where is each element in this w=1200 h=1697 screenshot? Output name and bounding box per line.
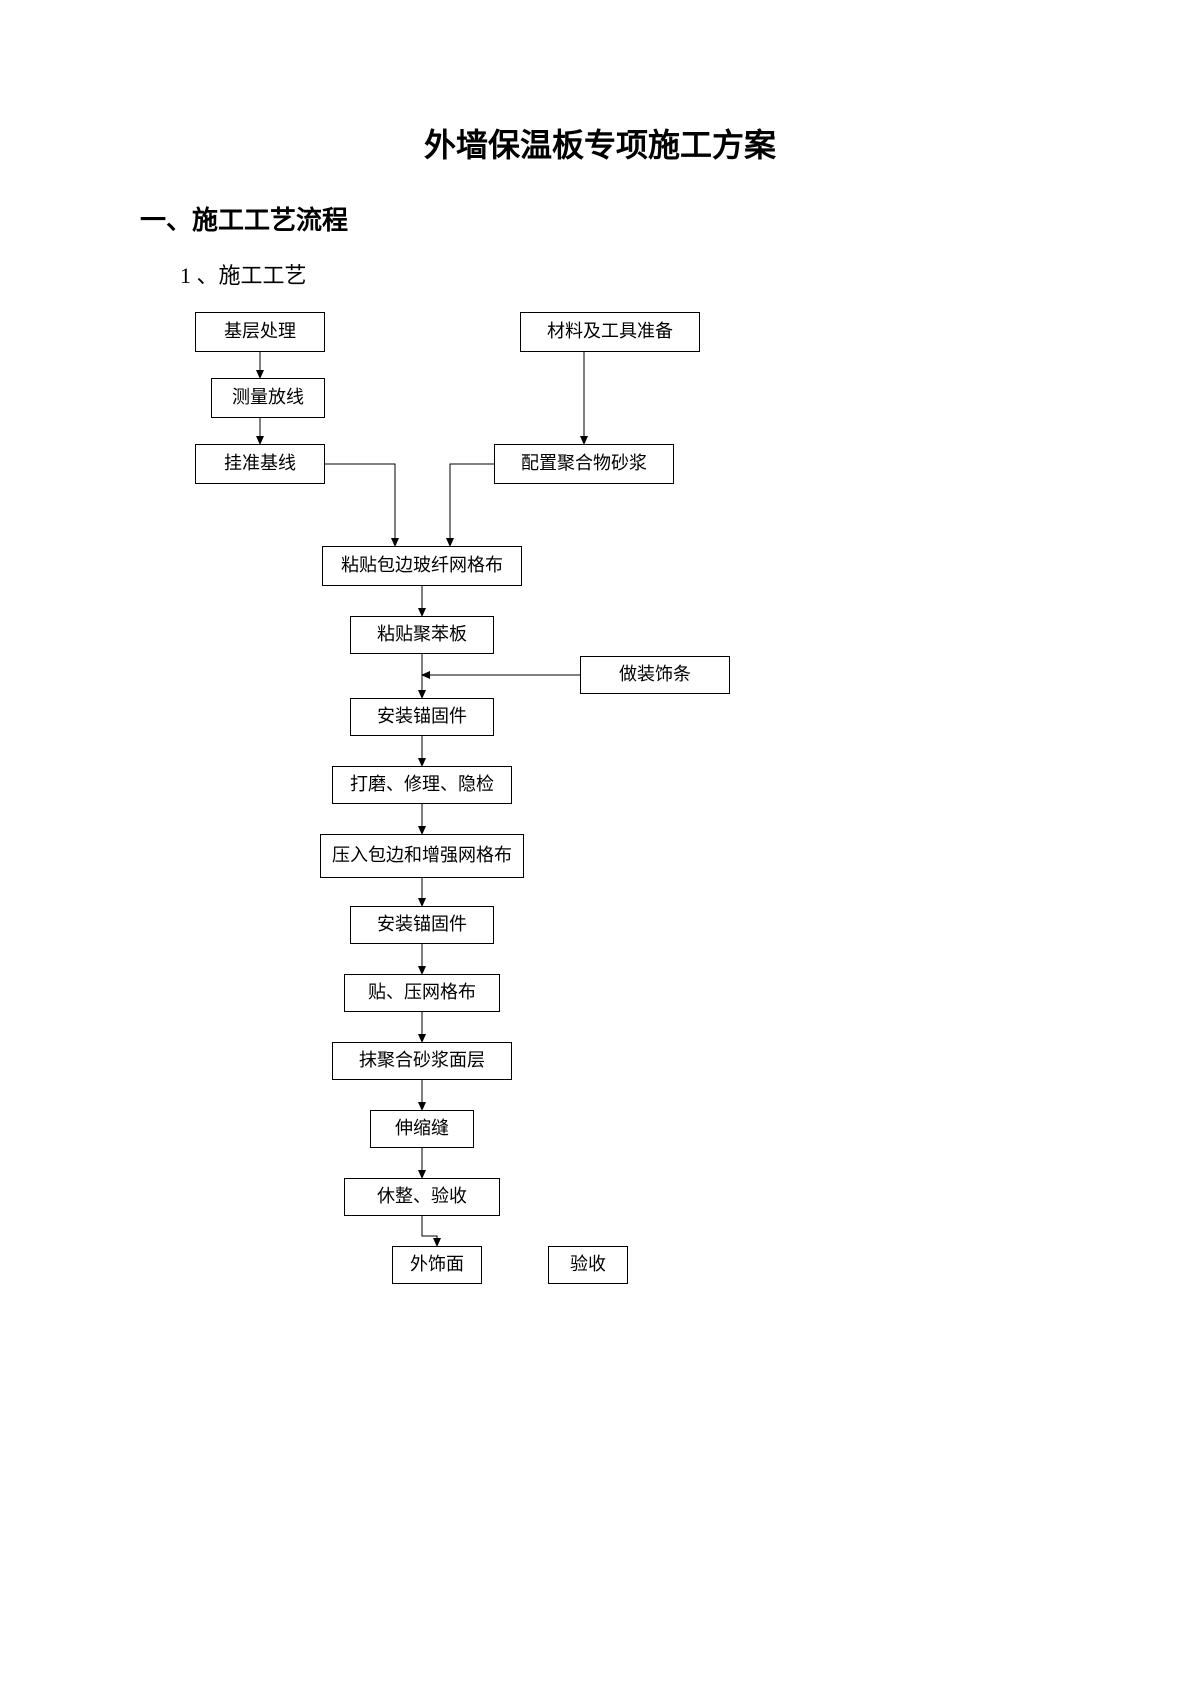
- flowchart-node: 贴、压网格布: [344, 974, 500, 1012]
- flowchart-arrows: [0, 0, 1200, 1697]
- flowchart-node: 粘贴聚苯板: [350, 616, 494, 654]
- flowchart-node: 配置聚合物砂浆: [494, 444, 674, 484]
- flowchart-node: 伸缩缝: [370, 1110, 474, 1148]
- flowchart-node: 验收: [548, 1246, 628, 1284]
- flowchart-node: 基层处理: [195, 312, 325, 352]
- flowchart-node: 安装锚固件: [350, 906, 494, 944]
- flowchart-node: 安装锚固件: [350, 698, 494, 736]
- flowchart-node: 做装饰条: [580, 656, 730, 694]
- flowchart-node: 休整、验收: [344, 1178, 500, 1216]
- sub-heading: 1 、施工工艺: [180, 258, 307, 290]
- flowchart-node: 挂准基线: [195, 444, 325, 484]
- flowchart-node: 测量放线: [211, 378, 325, 418]
- section-heading: 一、施工工艺流程: [140, 200, 348, 237]
- page: 外墙保温板专项施工方案 一、施工工艺流程 1 、施工工艺 基层处理 材料及工具准备…: [0, 0, 1200, 1697]
- flowchart-node: 材料及工具准备: [520, 312, 700, 352]
- flowchart-node: 粘贴包边玻纤网格布: [322, 546, 522, 586]
- flowchart-node: 外饰面: [392, 1246, 482, 1284]
- flowchart-node: 压入包边和增强网格布: [320, 834, 524, 878]
- flowchart-node: 打磨、修理、隐检: [332, 766, 512, 804]
- document-title: 外墙保温板专项施工方案: [0, 120, 1200, 166]
- flowchart-node: 抹聚合砂浆面层: [332, 1042, 512, 1080]
